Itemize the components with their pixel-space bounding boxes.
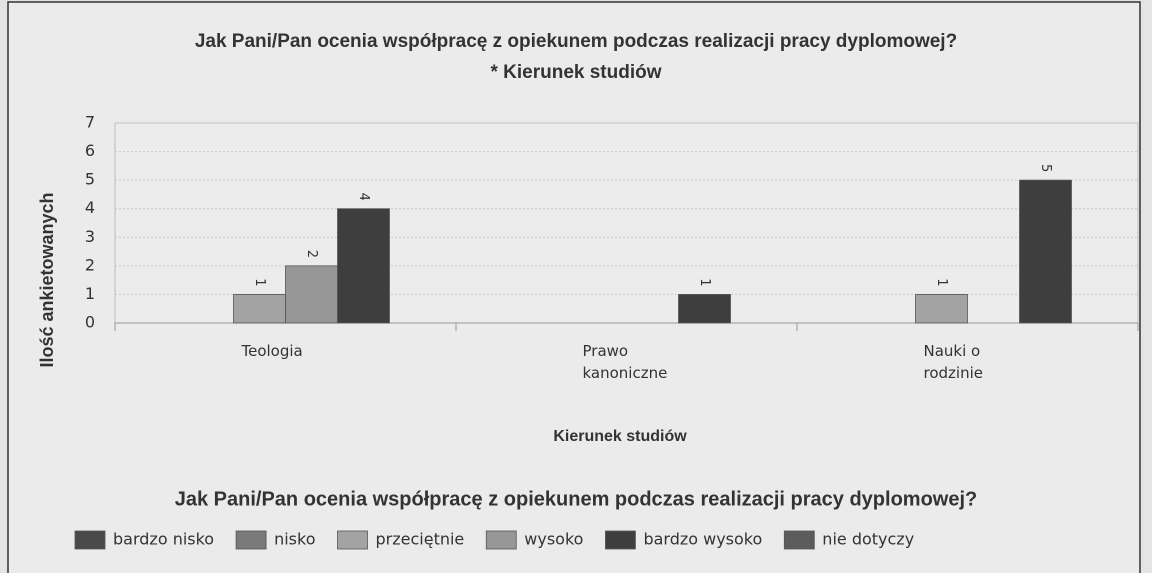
x-tick-label: Nauki o rodzinie (923, 342, 983, 382)
legend-title: Jak Pani/Pan ocenia współpracę z opiekun… (175, 488, 978, 510)
x-tick-label: Prawo kanoniczne (582, 342, 668, 382)
legend-label: bardzo nisko (113, 530, 214, 549)
x-tick-label: Teologia (241, 342, 303, 360)
bar (337, 208, 390, 324)
y-tick-label: 3 (85, 227, 95, 246)
legend-label: bardzo wysoko (643, 530, 762, 549)
legend-label: wysoko (524, 530, 583, 549)
legend-swatch (783, 530, 815, 550)
data-label: 1 (252, 278, 267, 286)
plot-area (114, 122, 1139, 324)
bar (285, 265, 338, 324)
chart-title: Jak Pani/Pan ocenia współpracę z opiekun… (195, 31, 957, 52)
legend-swatch (605, 530, 636, 550)
y-tick-label: 0 (85, 313, 95, 332)
legend-swatch (485, 530, 517, 550)
data-label: 1 (934, 278, 949, 286)
bar (915, 294, 968, 324)
legend-swatch (337, 530, 368, 550)
x-axis-label: Kierunek studiów (553, 428, 687, 445)
legend-swatch (74, 530, 106, 550)
data-label: 2 (304, 250, 319, 258)
y-tick-label: 2 (85, 255, 95, 274)
y-tick-label: 6 (85, 141, 95, 160)
data-label: 5 (1038, 164, 1053, 172)
y-tick-label: 7 (85, 113, 95, 132)
bar (678, 294, 731, 324)
bar (233, 294, 286, 324)
y-axis-label: Ilość ankietowanych (37, 192, 57, 367)
y-tick-label: 1 (85, 284, 95, 303)
y-tick-label: 5 (85, 170, 95, 189)
y-tick-label: 4 (85, 198, 95, 217)
data-label: 1 (697, 278, 712, 286)
legend-label: przeciętnie (376, 530, 465, 549)
data-label: 4 (356, 193, 371, 201)
legend-label: nie dotyczy (822, 530, 914, 549)
legend-swatch (235, 530, 267, 550)
legend-label: nisko (274, 530, 315, 549)
bar (1019, 179, 1072, 324)
chart-subtitle: * Kierunek studiów (490, 62, 661, 83)
